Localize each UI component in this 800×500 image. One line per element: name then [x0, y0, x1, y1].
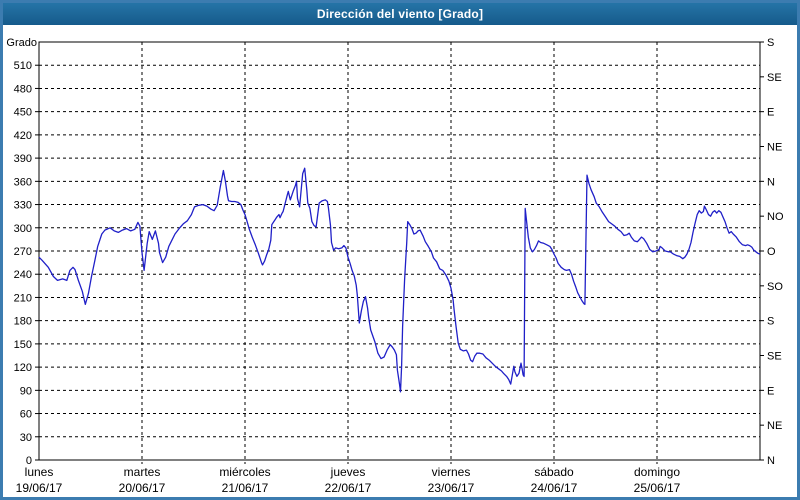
date-label: 24/06/17	[531, 481, 578, 495]
y-axis-tick-label: 420	[14, 130, 32, 142]
y-axis-tick-label: 150	[14, 339, 32, 351]
y-axis-tick-label: 450	[14, 107, 32, 119]
compass-tick-label: E	[767, 107, 774, 119]
y-axis-tick-label: 510	[14, 60, 32, 72]
y-axis-tick-label: 360	[14, 176, 32, 188]
date-label: 23/06/17	[428, 481, 475, 495]
date-label: 19/06/17	[16, 481, 63, 495]
date-label: 21/06/17	[222, 481, 269, 495]
compass-tick-label: E	[767, 385, 774, 397]
day-label: martes	[124, 465, 161, 479]
compass-tick-label: NE	[767, 420, 782, 432]
compass-tick-label: SE	[767, 351, 782, 363]
y-axis-tick-label: 90	[20, 385, 32, 397]
y-axis-tick-label: 240	[14, 269, 32, 281]
y-axis-tick-label: 120	[14, 362, 32, 374]
day-label: sábado	[534, 465, 574, 479]
date-label: 22/06/17	[325, 481, 372, 495]
compass-tick-label: S	[767, 37, 774, 49]
y-axis-tick-label: 390	[14, 153, 32, 165]
day-label: miércoles	[219, 465, 270, 479]
compass-tick-label: N	[767, 455, 775, 467]
wind-direction-chart: 0 30 60 90 120 150 180 210 240 270 300 330 360 390 420…	[6, 37, 784, 495]
y-axis-tick-label: 300	[14, 223, 32, 235]
day-label: viernes	[432, 465, 471, 479]
y-axis-tick-label: 180	[14, 316, 32, 328]
compass-tick-label: O	[767, 246, 776, 258]
y-axis-tick-label: 480	[14, 83, 32, 95]
compass-tick-label: N	[767, 176, 775, 188]
y-axis-tick-label: 60	[20, 409, 32, 421]
compass-tick-label: NE	[767, 142, 782, 154]
y-axis-tick-label: 330	[14, 200, 32, 212]
date-label: 20/06/17	[119, 481, 166, 495]
day-label: domingo	[634, 465, 680, 479]
day-label: lunes	[25, 465, 54, 479]
day-label: jueves	[330, 465, 366, 479]
y-axis-tick-label: 30	[20, 432, 32, 444]
wind-direction-line	[38, 167, 761, 393]
compass-tick-label: SO	[767, 281, 783, 293]
y-axis-tick-label: 210	[14, 292, 32, 304]
compass-tick-label: S	[767, 316, 774, 328]
title-bar[interactable]: Dirección del viento [Grado]	[3, 3, 797, 25]
date-label: 25/06/17	[634, 481, 681, 495]
window-content: Dirección del viento [Grado] 0 30 60 90 120 1…	[3, 3, 797, 497]
compass-tick-label: SE	[767, 72, 782, 84]
y-axis-caption: Grado	[6, 37, 37, 49]
compass-tick-label: NO	[767, 211, 784, 223]
y-axis-tick-label: 0	[26, 455, 32, 467]
y-axis-tick-label: 270	[14, 246, 32, 258]
window-title: Dirección del viento [Grado]	[316, 7, 484, 21]
